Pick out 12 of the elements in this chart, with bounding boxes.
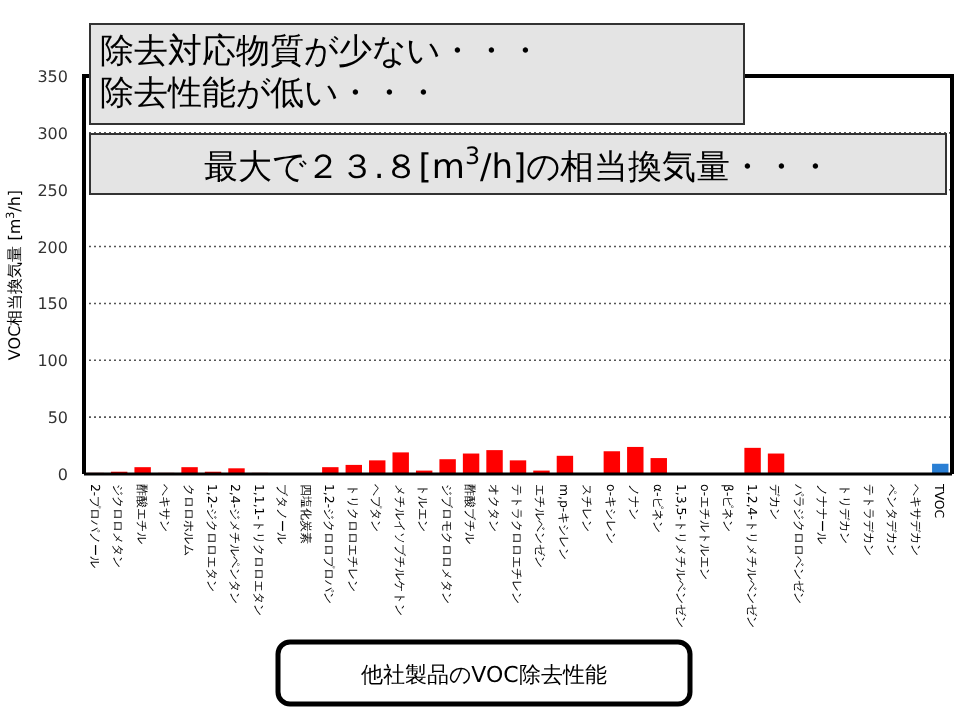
y-tick-label: 300: [37, 124, 68, 143]
y-tick-label: 250: [37, 181, 68, 200]
y-tick-label: 0: [57, 466, 68, 484]
text: 他社製品のVOC除去性能: [361, 662, 607, 688]
y-tick-label: 200: [37, 238, 68, 257]
y-tick-label: 100: [37, 352, 68, 371]
annotation: 除去性能が低い・・・: [100, 74, 440, 114]
y-tick-label: 150: [37, 295, 68, 314]
y-tick-label: 350: [37, 68, 68, 86]
text: 除去対応物質が少ない・・・: [100, 32, 542, 72]
y-tick-label: 50: [47, 409, 68, 428]
annotation: 最大で２３.８[m$^{3}$/h]の相当換気量・・・: [203, 142, 833, 188]
